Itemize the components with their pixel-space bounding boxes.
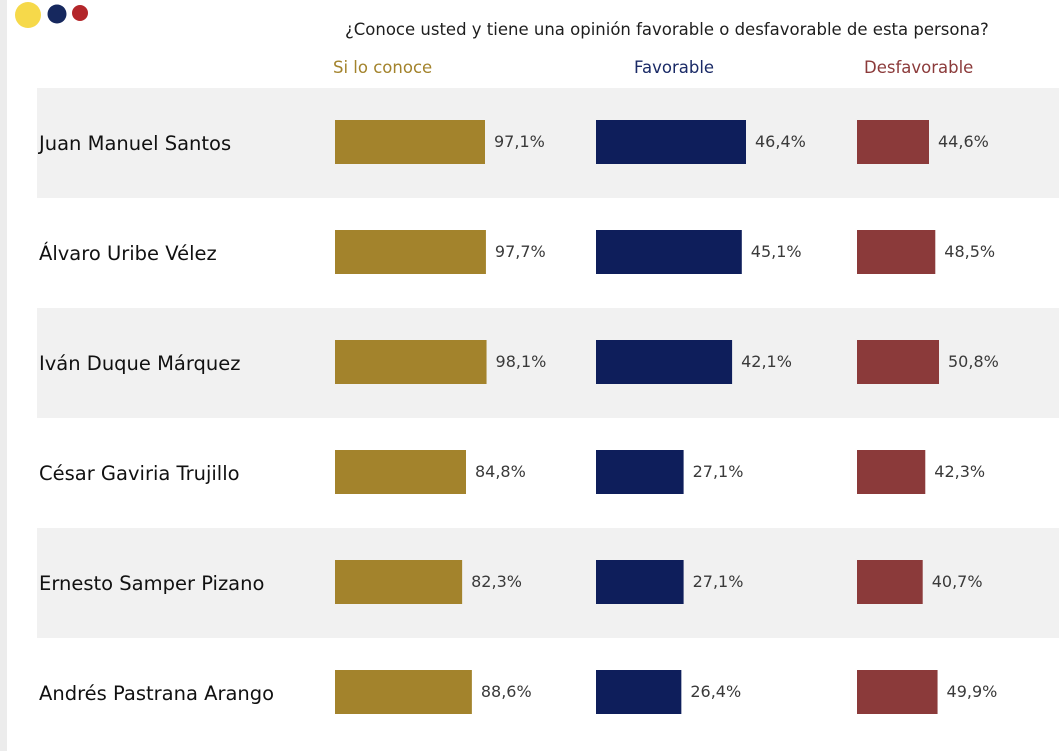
bar-favorable [596, 230, 742, 274]
value-label-unfavorable: 50,8% [948, 352, 999, 371]
bar-known [335, 670, 472, 714]
value-label-favorable: 27,1% [693, 462, 744, 481]
bar-unfavorable [857, 120, 929, 164]
logo-dot-red [72, 5, 88, 21]
bar-favorable [596, 120, 746, 164]
value-label-unfavorable: 48,5% [944, 242, 995, 261]
bar-unfavorable [857, 670, 938, 714]
value-label-unfavorable: 49,9% [947, 682, 998, 701]
row-label: Iván Duque Márquez [39, 352, 241, 375]
value-label-known: 98,1% [496, 352, 547, 371]
header-known: Si lo conoce [333, 58, 433, 77]
value-label-known: 97,7% [495, 242, 546, 261]
row-label: Juan Manuel Santos [37, 132, 231, 155]
row-label: Álvaro Uribe Vélez [39, 242, 217, 265]
logo-dot-yellow [15, 2, 41, 28]
value-label-known: 82,3% [471, 572, 522, 591]
page-edge [0, 0, 7, 751]
bar-favorable [596, 670, 682, 714]
header-favorable: Favorable [634, 58, 715, 77]
bar-favorable [596, 340, 733, 384]
bar-known [335, 340, 487, 384]
header-unfavorable: Desfavorable [864, 58, 974, 77]
bar-known [335, 120, 485, 164]
value-label-favorable: 26,4% [690, 682, 741, 701]
bar-unfavorable [857, 340, 940, 384]
row-label: Ernesto Samper Pizano [39, 572, 264, 595]
bar-known [335, 560, 463, 604]
bar-favorable [596, 560, 684, 604]
value-label-favorable: 46,4% [755, 132, 806, 151]
value-label-known: 84,8% [475, 462, 526, 481]
row-label: Andrés Pastrana Arango [39, 682, 274, 705]
logo-dot-navy [47, 4, 67, 24]
bar-known [335, 230, 486, 274]
value-label-known: 97,1% [494, 132, 545, 151]
value-label-known: 88,6% [481, 682, 532, 701]
value-label-favorable: 42,1% [741, 352, 792, 371]
value-label-unfavorable: 44,6% [938, 132, 989, 151]
bar-unfavorable [857, 560, 923, 604]
logo-dots-icon [15, 2, 88, 28]
bar-favorable [596, 450, 684, 494]
bar-unfavorable [857, 450, 926, 494]
bar-known [335, 450, 466, 494]
value-label-favorable: 45,1% [751, 242, 802, 261]
value-label-favorable: 27,1% [693, 572, 744, 591]
row-label: César Gaviria Trujillo [39, 462, 240, 485]
bar-unfavorable [857, 230, 936, 274]
value-label-unfavorable: 40,7% [932, 572, 983, 591]
value-label-unfavorable: 42,3% [934, 462, 985, 481]
chart-question: ¿Conoce usted y tiene una opinión favora… [345, 20, 989, 39]
